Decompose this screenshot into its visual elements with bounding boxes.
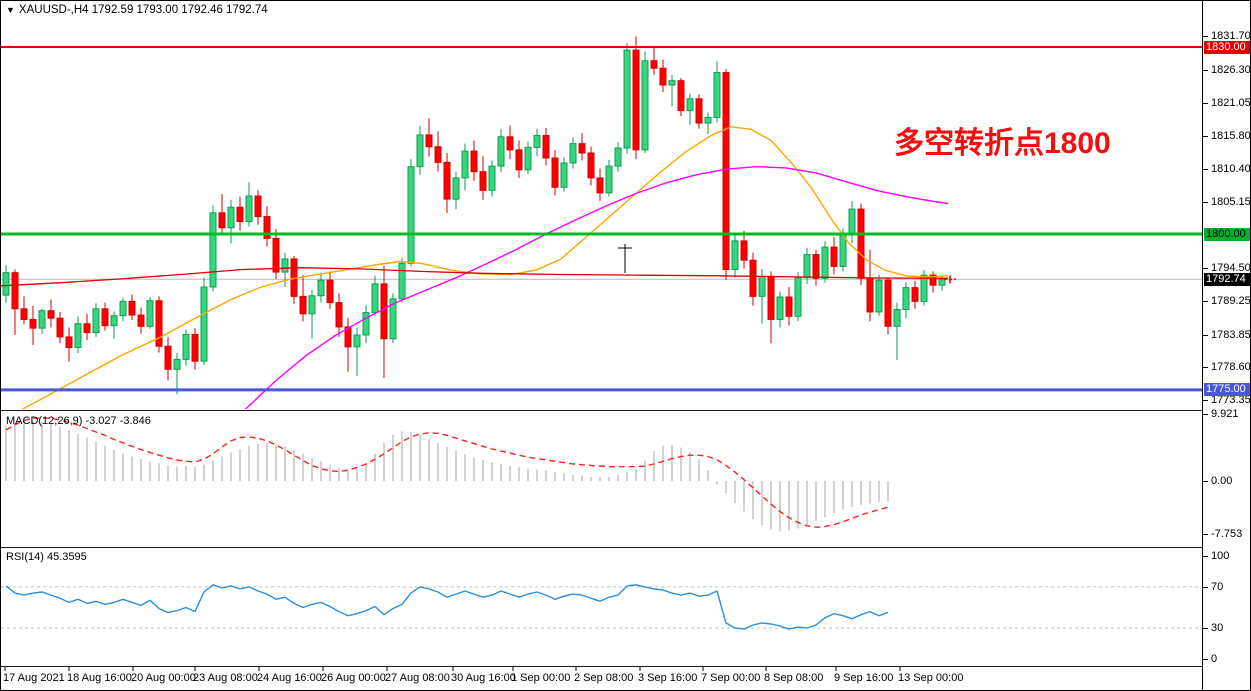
scale-tick-label: 1810.40 xyxy=(1211,163,1251,176)
time-label: 3 Sep 16:00 xyxy=(638,672,698,684)
time-label: 7 Sep 00:00 xyxy=(701,672,761,684)
scale-tick-mark xyxy=(1203,367,1208,369)
scale-tick-label: 1794.50 xyxy=(1211,262,1251,275)
price-badge-1775.00: 1775.00 xyxy=(1204,383,1250,397)
macd-panel[interactable]: MACD(12,26,9) -3.027 -3.846 xyxy=(1,413,1204,546)
scale-tick-mark xyxy=(1203,268,1208,270)
ma-mid-magenta xyxy=(244,166,949,409)
scale-tick-label: 1821.05 xyxy=(1211,96,1251,109)
panel-separator[interactable] xyxy=(1,547,1250,548)
candles-layer xyxy=(2,36,946,395)
scale-tick-mark xyxy=(1203,628,1208,630)
scale-tick-label: 1789.25 xyxy=(1211,295,1251,308)
scale-tick-mark xyxy=(1203,334,1208,336)
scale-tick-mark xyxy=(1203,201,1208,203)
scale-tick-mark xyxy=(1203,556,1208,557)
scale-tick-label: 9.921 xyxy=(1211,407,1239,420)
time-label: 27 Aug 08:00 xyxy=(385,672,450,684)
scale-tick-mark xyxy=(1203,481,1208,482)
chart-title[interactable]: ▼ XAUUSD-,H4 1792.59 1793.00 1792.46 1792… xyxy=(6,4,268,16)
price-badge-1830.00: 1830.00 xyxy=(1204,40,1250,54)
time-label: 8 Sep 08:00 xyxy=(764,672,824,684)
rsi-canvas[interactable] xyxy=(1,549,1204,666)
scale-tick-label: -7.753 xyxy=(1211,527,1243,540)
macd-signal-line xyxy=(5,417,889,528)
scale-tick-label: 1826.30 xyxy=(1211,64,1251,77)
time-label: 1 Sep 00:00 xyxy=(511,672,571,684)
scale-tick-mark xyxy=(1203,533,1208,535)
macd-label: MACD(12,26,9) -3.027 -3.846 xyxy=(6,415,151,427)
scale-tick-mark xyxy=(1203,586,1208,588)
scale-tick-mark xyxy=(1203,301,1208,303)
scale-tick-label: 0.00 xyxy=(1211,475,1233,487)
time-label: 9 Sep 16:00 xyxy=(834,672,894,684)
time-label: 18 Aug 16:00 xyxy=(67,672,132,684)
panel-separator xyxy=(1,666,1250,667)
chart-title-text: XAUUSD-,H4 1792.59 1793.00 1792.46 1792.… xyxy=(18,4,268,16)
price-badge-1800.00: 1800.00 xyxy=(1204,227,1250,241)
scale-tick-mark xyxy=(1203,169,1208,171)
scale-tick-label: 1805.15 xyxy=(1211,195,1251,208)
scale-tick-label: 1783.85 xyxy=(1211,328,1251,341)
scale-tick-label: 1815.80 xyxy=(1211,129,1251,142)
cursor-cross-marker xyxy=(618,244,632,273)
last-price-marker xyxy=(944,275,956,284)
chevron-down-icon[interactable]: ▼ xyxy=(6,5,15,15)
rsi-line xyxy=(5,584,889,630)
scale-tick-mark xyxy=(1203,400,1208,402)
scale-tick-mark xyxy=(1203,36,1208,38)
scale-tick-label: 1773.35 xyxy=(1211,394,1251,407)
scale-tick-mark xyxy=(1203,413,1208,415)
price-chart-canvas[interactable] xyxy=(1,1,1204,409)
price-badge-1792.74: 1792.74 xyxy=(1204,272,1250,286)
scale-tick-mark xyxy=(1203,659,1208,660)
scale-tick-label: 1778.60 xyxy=(1211,361,1251,374)
scale-tick-label: 100 xyxy=(1211,550,1230,562)
time-label: 2 Sep 08:00 xyxy=(574,672,634,684)
scale-tick-mark xyxy=(1203,135,1208,137)
time-label: 17 Aug 2021 xyxy=(3,672,65,684)
macd-canvas[interactable] xyxy=(1,413,1204,546)
ma-slow-red xyxy=(1,267,949,287)
rsi-panel[interactable]: RSI(14) 45.3595 xyxy=(1,549,1204,666)
time-label: 20 Aug 00:00 xyxy=(131,672,196,684)
scale-tick-label: 1831.70 xyxy=(1211,30,1251,43)
scale-tick-label: 0 xyxy=(1211,653,1218,665)
panel-separator[interactable] xyxy=(1,410,1250,411)
time-axis-ticks xyxy=(4,667,901,671)
macd-histogram xyxy=(5,420,889,532)
ma-fast-orange xyxy=(21,126,949,409)
time-label: 23 Aug 08:00 xyxy=(193,672,258,684)
rsi-label: RSI(14) 45.3595 xyxy=(6,551,87,563)
scale-tick-mark xyxy=(1203,70,1208,72)
annotation-text: 多空转折点1800 xyxy=(894,127,1111,160)
price-chart-panel[interactable]: ▼ XAUUSD-,H4 1792.59 1793.00 1792.46 1792… xyxy=(1,1,1204,409)
time-label: 30 Aug 16:00 xyxy=(451,672,516,684)
time-label: 26 Aug 00:00 xyxy=(321,672,386,684)
scale-tick-label: 70 xyxy=(1211,580,1224,593)
time-axis[interactable]: 17 Aug 2021 18 Aug 16:00 20 Aug 00:00 23 Au… xyxy=(1,667,1250,690)
time-label: 24 Aug 16:00 xyxy=(257,672,322,684)
scale-tick-label: 30 xyxy=(1211,622,1224,635)
scale-tick-mark xyxy=(1203,102,1208,104)
time-label: 13 Sep 00:00 xyxy=(898,672,964,684)
price-scale[interactable]: 1831.70 1826.30 1821.05 1815.80 1810.40 1805.… xyxy=(1202,1,1251,690)
